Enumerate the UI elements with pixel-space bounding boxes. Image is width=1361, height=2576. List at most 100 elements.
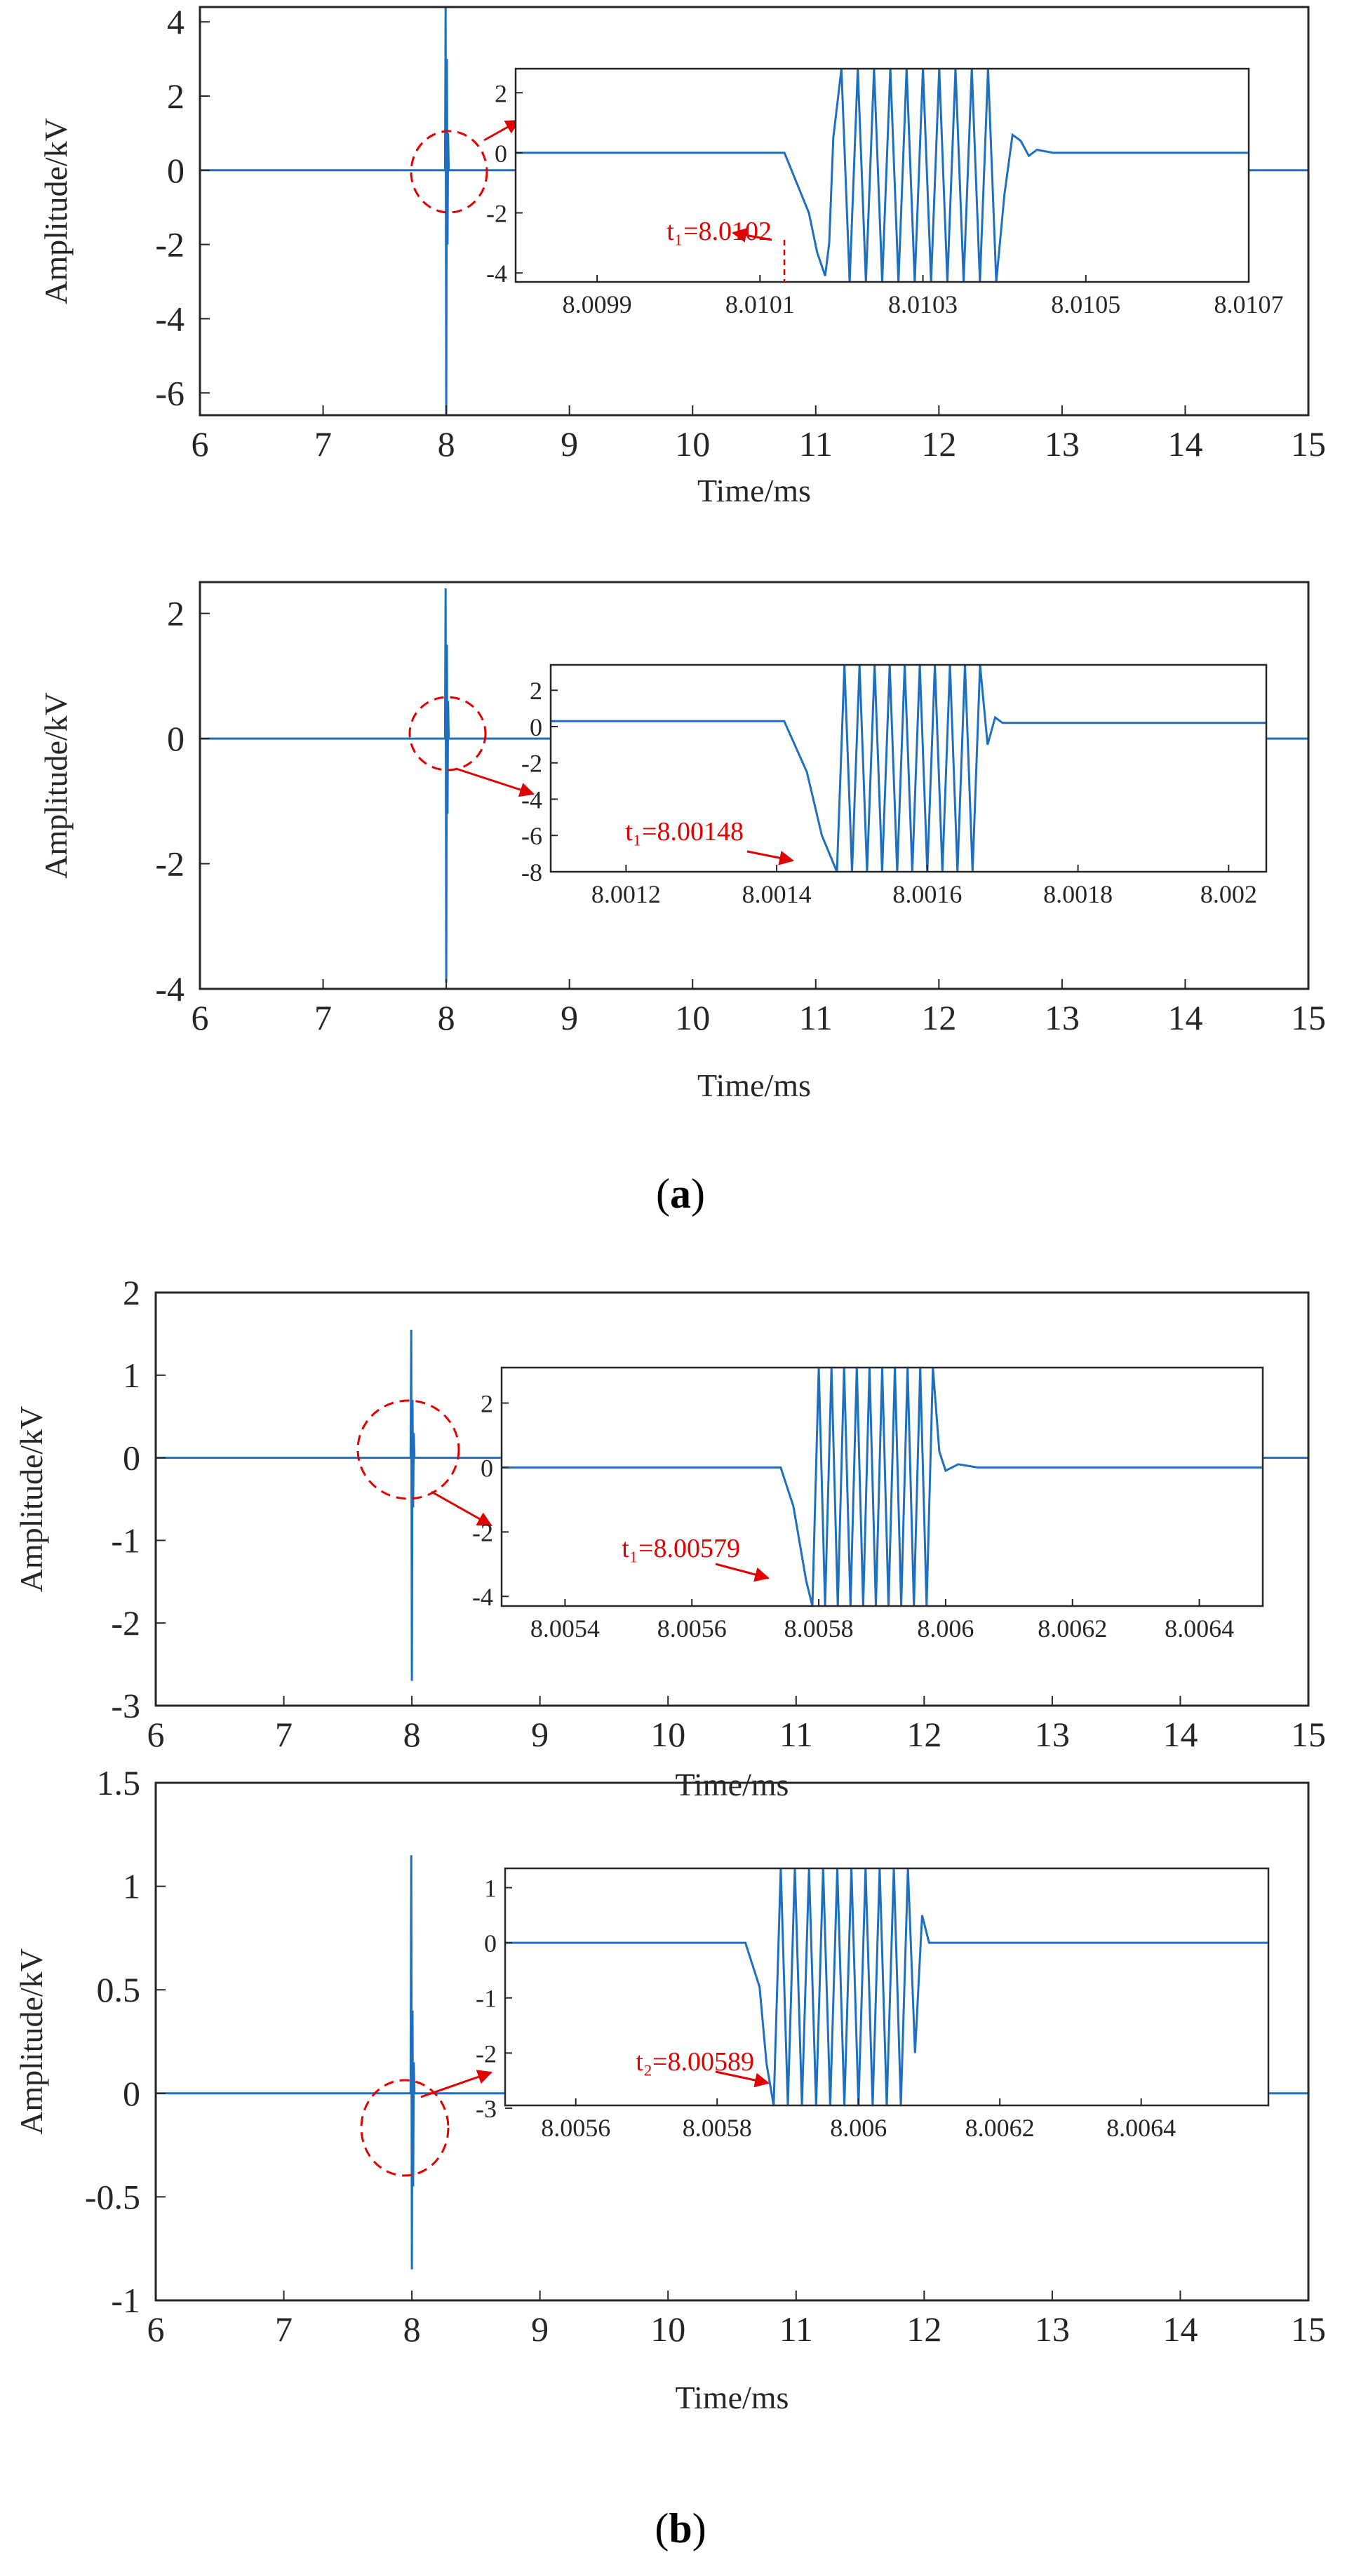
y-tick-label: -6: [155, 373, 185, 412]
inset-x-tick-label: 8.006: [830, 2114, 887, 2142]
inset-x-tick-label: 8.0062: [1038, 1614, 1107, 1643]
x-tick-label: 15: [1291, 1715, 1326, 1754]
zoom-arrow: [483, 119, 521, 142]
y-tick-label: 0.5: [97, 1970, 141, 2009]
series-line: [156, 1329, 1308, 1681]
inset-x-tick-label: 8.0056: [657, 1614, 727, 1643]
inset-y-tick-label: -2: [486, 200, 507, 228]
x-tick-label: 11: [799, 424, 833, 464]
inset-plot: 8.0012 8.0014 8.0016 8.0018 8.002 2 0 -2 -4 -6 -8: [521, 663, 1268, 908]
inset-series-line: [516, 68, 1249, 283]
inset-x-tick-label: 8.0064: [1106, 2114, 1176, 2142]
inset-y-tick-label: 2: [530, 677, 542, 705]
x-tick-label: 7: [275, 2309, 293, 2349]
inset-y-tick-label: -4: [472, 1583, 493, 1611]
zoom-circle: [410, 130, 488, 214]
annotation-arrow: [715, 2070, 770, 2088]
y-axis-label: Amplitude/kV: [38, 692, 74, 879]
y-tick-label: -1: [111, 1520, 140, 1560]
inset-frame: [549, 663, 1268, 873]
x-tick-label: 7: [275, 1715, 293, 1754]
y-tick-label: -2: [155, 225, 185, 264]
x-tick-label: 13: [1035, 1715, 1070, 1754]
x-tick-label: 9: [531, 1715, 549, 1754]
inset-frame: [514, 67, 1250, 283]
x-tick-label: 15: [1291, 2309, 1326, 2349]
x-tick-label: 12: [906, 2309, 941, 2349]
x-tick-label: 15: [1291, 424, 1326, 464]
x-tick-label: 11: [779, 1715, 813, 1754]
x-tick-label: 7: [314, 424, 332, 464]
y-tick-label: 2: [123, 1273, 140, 1312]
y-tick-label: -1: [111, 2281, 140, 2320]
panel-b-letter: b: [669, 2505, 692, 2551]
x-tick-label: 12: [921, 424, 956, 464]
y-tick-label: -4: [155, 969, 185, 1009]
y-tick-label: 0: [123, 2074, 140, 2113]
panel-label-b: (b): [655, 2505, 706, 2551]
annotation-arrow: [715, 1563, 770, 1582]
inset-x-tick-label: 8.0054: [530, 1614, 600, 1643]
inset-y-tick-label: -1: [476, 1985, 497, 2013]
zoom-circle: [356, 1399, 460, 1500]
inset-y-tick-label: 0: [530, 713, 542, 741]
y-tick-label: 4: [167, 2, 185, 41]
chart-1: 6 7 8 9 10 11 12 13 14 15 4 2 0 -2 -4 -6 Time/ms Amplitud…: [38, 2, 1326, 508]
plot-frame: [154, 1291, 1310, 1707]
y-tick-label: 1.5: [97, 1763, 141, 1802]
inset-y-tick-label: 2: [495, 79, 507, 107]
x-tick-label: 7: [314, 998, 332, 1037]
y-tick-label: -2: [155, 844, 185, 884]
time-annotation: t₁=8.0102: [666, 217, 772, 246]
panel-label-a: (a): [656, 1171, 705, 1217]
x-tick-label: 14: [1162, 2309, 1198, 2349]
plot-frame: [154, 1781, 1310, 2302]
y-tick-label: -3: [111, 1686, 140, 1725]
x-tick-label: 13: [1045, 998, 1080, 1037]
y-tick-label: 1: [123, 1867, 140, 1906]
inset-x-tick-label: 8.0014: [742, 880, 812, 908]
inset-x-tick-label: 8.0018: [1043, 880, 1113, 908]
inset-x-tick-label: 8.0103: [888, 290, 958, 318]
inset-frame: [504, 1867, 1270, 2107]
y-tick-label: -0.5: [85, 2177, 140, 2216]
x-tick-label: 10: [650, 1715, 685, 1754]
annotation-arrow: [746, 850, 795, 865]
chart-3: 6 7 8 9 10 11 12 13 14 15210-1-2-3Time/msAmplitud…: [13, 1273, 1326, 1802]
inset-y-tick-label: 2: [481, 1390, 493, 1418]
series-line: [200, 588, 1308, 983]
x-tick-label: 6: [192, 424, 209, 464]
inset-y-tick-label: 0: [481, 1454, 493, 1482]
x-tick-label: 6: [147, 1715, 165, 1754]
y-tick-label: 0: [123, 1438, 140, 1478]
x-tick-label: 10: [650, 2309, 685, 2349]
x-tick-label: 13: [1045, 424, 1080, 464]
inset-x-tick-label: 8.0058: [784, 1614, 854, 1643]
zoom-arrow: [455, 767, 535, 797]
x-axis-label: Time/ms: [676, 1767, 789, 1802]
x-axis-label: Time/ms: [697, 473, 811, 508]
inset-x-tick-label: 8.0012: [591, 880, 661, 908]
inset-x-tick-label: 8.0099: [563, 290, 632, 318]
inset-x-tick-label: 8.006: [917, 1614, 974, 1643]
x-tick-label: 9: [531, 2309, 549, 2349]
inset-x-tick-label: 8.0016: [892, 880, 962, 908]
x-tick-label: 10: [675, 998, 710, 1037]
x-tick-label: 6: [147, 2309, 165, 2349]
x-tick-label: 6: [192, 998, 209, 1037]
x-tick-label: 11: [779, 2309, 813, 2349]
inset-y-tick-label: 0: [484, 1929, 497, 1957]
zoom-circle: [408, 696, 487, 771]
x-tick-label: 8: [438, 998, 455, 1037]
x-axis-label: Time/ms: [697, 1067, 811, 1103]
series-line: [156, 1855, 1308, 2270]
plot-frame: [199, 581, 1310, 990]
inset-x-tick-label: 8.0105: [1051, 290, 1120, 318]
inset-y-tick-label: -4: [486, 259, 507, 288]
inset-y-tick-label: -2: [472, 1518, 493, 1546]
x-tick-label: 8: [438, 424, 455, 464]
time-annotation: t₁=8.00579: [622, 1534, 740, 1563]
inset-y-tick-label: 0: [495, 140, 507, 168]
x-tick-label: 14: [1162, 1715, 1198, 1754]
